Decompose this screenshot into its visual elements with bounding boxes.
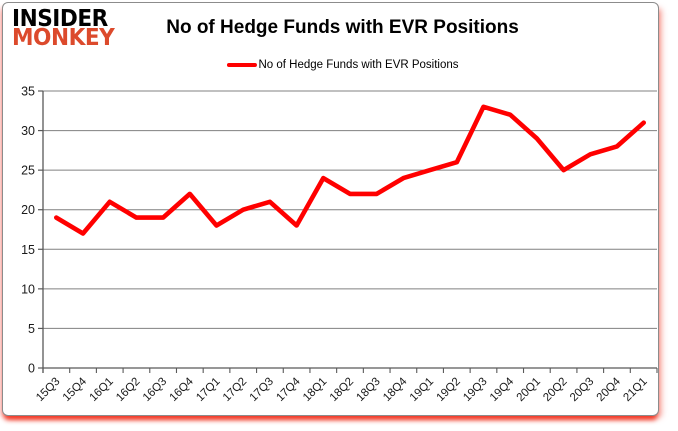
svg-text:19Q4: 19Q4 bbox=[488, 375, 517, 404]
svg-text:0: 0 bbox=[28, 362, 35, 376]
logo-text-monkey: MONKEY bbox=[12, 25, 115, 52]
legend-line-swatch bbox=[226, 63, 257, 67]
svg-text:19Q1: 19Q1 bbox=[408, 376, 436, 404]
svg-text:18Q4: 18Q4 bbox=[381, 375, 410, 404]
svg-text:35: 35 bbox=[21, 85, 35, 99]
svg-text:20Q2: 20Q2 bbox=[541, 376, 569, 404]
chart-title: No of Hedge Funds with EVR Positions bbox=[166, 17, 519, 38]
insider-monkey-logo[interactable]: INSIDER MONKEY bbox=[12, 6, 115, 52]
svg-text:17Q4: 17Q4 bbox=[274, 375, 303, 404]
svg-text:17Q3: 17Q3 bbox=[248, 376, 276, 404]
svg-text:19Q2: 19Q2 bbox=[435, 376, 463, 404]
svg-text:18Q2: 18Q2 bbox=[328, 376, 356, 404]
svg-text:15: 15 bbox=[21, 243, 35, 257]
legend-label: No of Hedge Funds with EVR Positions bbox=[258, 59, 459, 71]
legend: No of Hedge Funds with EVR Positions bbox=[226, 59, 459, 71]
svg-text:16Q2: 16Q2 bbox=[114, 376, 142, 404]
svg-text:17Q2: 17Q2 bbox=[221, 376, 249, 404]
chart-card: INSIDER MONKEY No of Hedge Funds with EV… bbox=[2, 2, 659, 416]
svg-text:10: 10 bbox=[21, 282, 35, 296]
svg-text:18Q1: 18Q1 bbox=[301, 376, 329, 404]
svg-text:18Q3: 18Q3 bbox=[354, 376, 382, 404]
svg-text:30: 30 bbox=[21, 124, 35, 138]
svg-text:16Q1: 16Q1 bbox=[87, 376, 115, 404]
svg-text:20: 20 bbox=[21, 203, 35, 217]
svg-text:16Q3: 16Q3 bbox=[141, 376, 169, 404]
svg-text:20Q4: 20Q4 bbox=[595, 375, 624, 404]
line-chart: 0510152025303515Q315Q416Q116Q216Q316Q417… bbox=[21, 85, 658, 404]
svg-text:16Q4: 16Q4 bbox=[168, 375, 197, 404]
svg-text:20Q3: 20Q3 bbox=[568, 376, 596, 404]
svg-text:5: 5 bbox=[28, 322, 35, 336]
logo-text-insider: INSIDER bbox=[12, 6, 108, 32]
svg-text:15Q3: 15Q3 bbox=[34, 376, 62, 404]
svg-text:25: 25 bbox=[21, 164, 35, 178]
svg-text:19Q3: 19Q3 bbox=[461, 376, 489, 404]
svg-text:21Q1: 21Q1 bbox=[621, 376, 649, 404]
svg-text:17Q1: 17Q1 bbox=[194, 376, 222, 404]
svg-text:15Q4: 15Q4 bbox=[61, 375, 90, 404]
svg-text:20Q1: 20Q1 bbox=[515, 376, 543, 404]
